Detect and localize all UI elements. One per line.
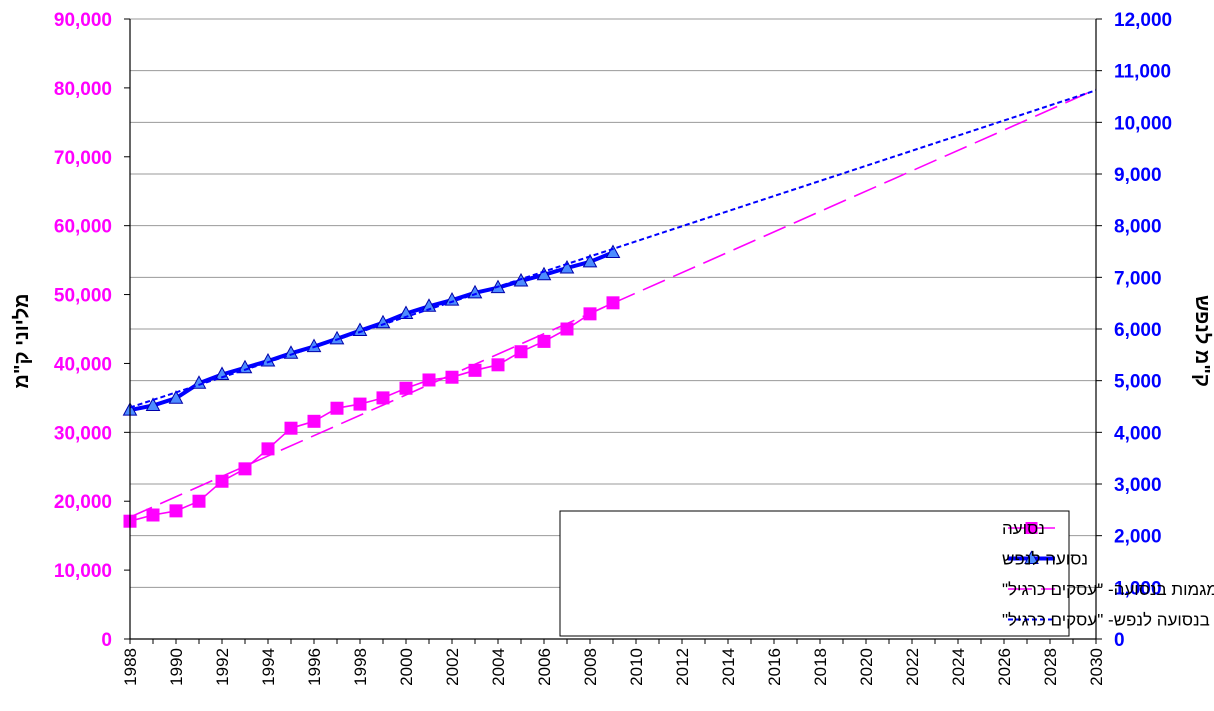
x-tick-label: 1992	[213, 648, 232, 686]
x-tick-label: 2028	[1041, 648, 1060, 686]
y-right-tick-label: 3,000	[1114, 475, 1162, 496]
x-tick-label: 1988	[121, 648, 140, 686]
x-tick-label: 2006	[535, 648, 554, 686]
y-left-tick-label: 80,000	[54, 79, 112, 100]
x-tick-label: 2022	[903, 648, 922, 686]
legend-marker	[1025, 522, 1038, 534]
series-point	[375, 314, 391, 329]
x-tick-label: 1998	[351, 648, 370, 686]
x-tick-label: 2008	[581, 648, 600, 686]
y-left-tick-label: 0	[101, 630, 112, 651]
series-point	[191, 375, 207, 389]
series-point	[352, 322, 368, 337]
x-tick-label: 2030	[1087, 648, 1106, 686]
series-line-0	[129, 302, 614, 522]
legend-label: מגמות בנסועה לנפש- "עסקים כרגיל"	[1002, 611, 1214, 630]
series-point	[146, 508, 160, 522]
series-line-3	[129, 89, 1097, 409]
y-left-axis-title: מליוני ק"מ	[11, 293, 33, 388]
series-point	[398, 305, 414, 319]
x-tick-label: 2014	[719, 648, 738, 686]
legend-label: מגמות בנסועה- "עסקים כרגיל"	[1002, 580, 1214, 599]
series-point	[559, 259, 575, 274]
x-tick-label: 1990	[167, 648, 186, 686]
x-tick-label: 1994	[259, 648, 278, 686]
y-right-tick-label: 8,000	[1114, 217, 1162, 238]
series-point	[491, 358, 505, 372]
series-point	[237, 359, 253, 374]
x-tick-label: 2012	[673, 648, 692, 686]
legend: נסועה נסועה לנפש מגמות בנסועה- "עסקים כרגי…	[559, 510, 1214, 637]
y-left-tick-label: 70,000	[54, 148, 112, 169]
x-tick-label: 2024	[949, 648, 968, 686]
series-point	[537, 334, 551, 348]
y-right-tick-label: 1,000	[1114, 578, 1162, 599]
y-right-tick-label: 11,000	[1114, 62, 1171, 83]
y-left-tick-label: 30,000	[54, 423, 112, 444]
y-right-tick-label: 2,000	[1114, 527, 1162, 548]
legend-label: נסועה	[1002, 519, 1045, 538]
y-right-tick-label: 12,000	[1114, 10, 1172, 31]
series-point	[605, 244, 621, 259]
axes: 0 10,000 20,000 30,000 40,000 50,000 60,000 70,…	[54, 10, 1172, 686]
x-tick-label: 2002	[443, 648, 462, 686]
series-point	[514, 345, 528, 359]
x-tick-label: 1996	[305, 648, 324, 686]
y-right-axis-title: ק"מ לנפש	[1191, 295, 1213, 387]
series-point	[329, 330, 345, 345]
series-point	[192, 494, 206, 508]
series-point	[353, 397, 367, 411]
series-line-1	[129, 250, 614, 413]
series-point	[169, 504, 183, 518]
series-point	[330, 401, 344, 415]
series-point	[261, 442, 275, 456]
y-left-tick-label: 90,000	[54, 10, 112, 31]
series-point	[582, 253, 598, 268]
grid-lines	[130, 18, 1096, 640]
series-point	[444, 292, 460, 306]
x-tick-label: 2016	[765, 648, 784, 686]
y-right-tick-label: 5,000	[1114, 372, 1162, 393]
series-point	[283, 345, 299, 359]
y-left-tick-label: 20,000	[54, 492, 112, 513]
series-line-2	[129, 88, 1097, 518]
y-right-tick-label: 10,000	[1114, 113, 1172, 134]
series-point	[145, 397, 161, 411]
y-right-tick-label: 6,000	[1114, 320, 1162, 341]
series-point	[307, 414, 321, 428]
series-point	[215, 474, 229, 488]
x-tick-label: 2020	[857, 648, 876, 686]
legend-box	[559, 510, 1070, 637]
y-right-tick-label: 9,000	[1114, 165, 1162, 186]
series-point	[467, 284, 483, 299]
x-tick-label: 2018	[811, 648, 830, 686]
y-left-tick-label: 50,000	[54, 286, 112, 307]
series-point	[284, 421, 298, 435]
series-point	[421, 298, 437, 312]
series-point	[376, 391, 390, 405]
x-tick-label: 2000	[397, 648, 416, 686]
series-point	[168, 390, 184, 404]
series-point	[422, 373, 436, 387]
series-point	[260, 352, 276, 367]
x-tick-label: 2010	[627, 648, 646, 686]
series-point	[306, 338, 322, 353]
y-left-tick-label: 40,000	[54, 354, 112, 375]
x-tick-label: 2004	[489, 648, 508, 686]
series-layer	[122, 88, 1097, 528]
series-point	[536, 266, 552, 281]
x-tick-label: 2026	[995, 648, 1014, 686]
y-right-tick-label: 4,000	[1114, 423, 1162, 444]
legend-label: נסועה לנפש	[1002, 550, 1088, 569]
y-right-tick-label: 0	[1114, 630, 1125, 651]
y-left-tick-label: 10,000	[54, 561, 112, 582]
y-right-tick-label: 7,000	[1114, 268, 1162, 289]
y-left-tick-label: 60,000	[54, 217, 112, 238]
legend-marker	[1024, 550, 1039, 564]
